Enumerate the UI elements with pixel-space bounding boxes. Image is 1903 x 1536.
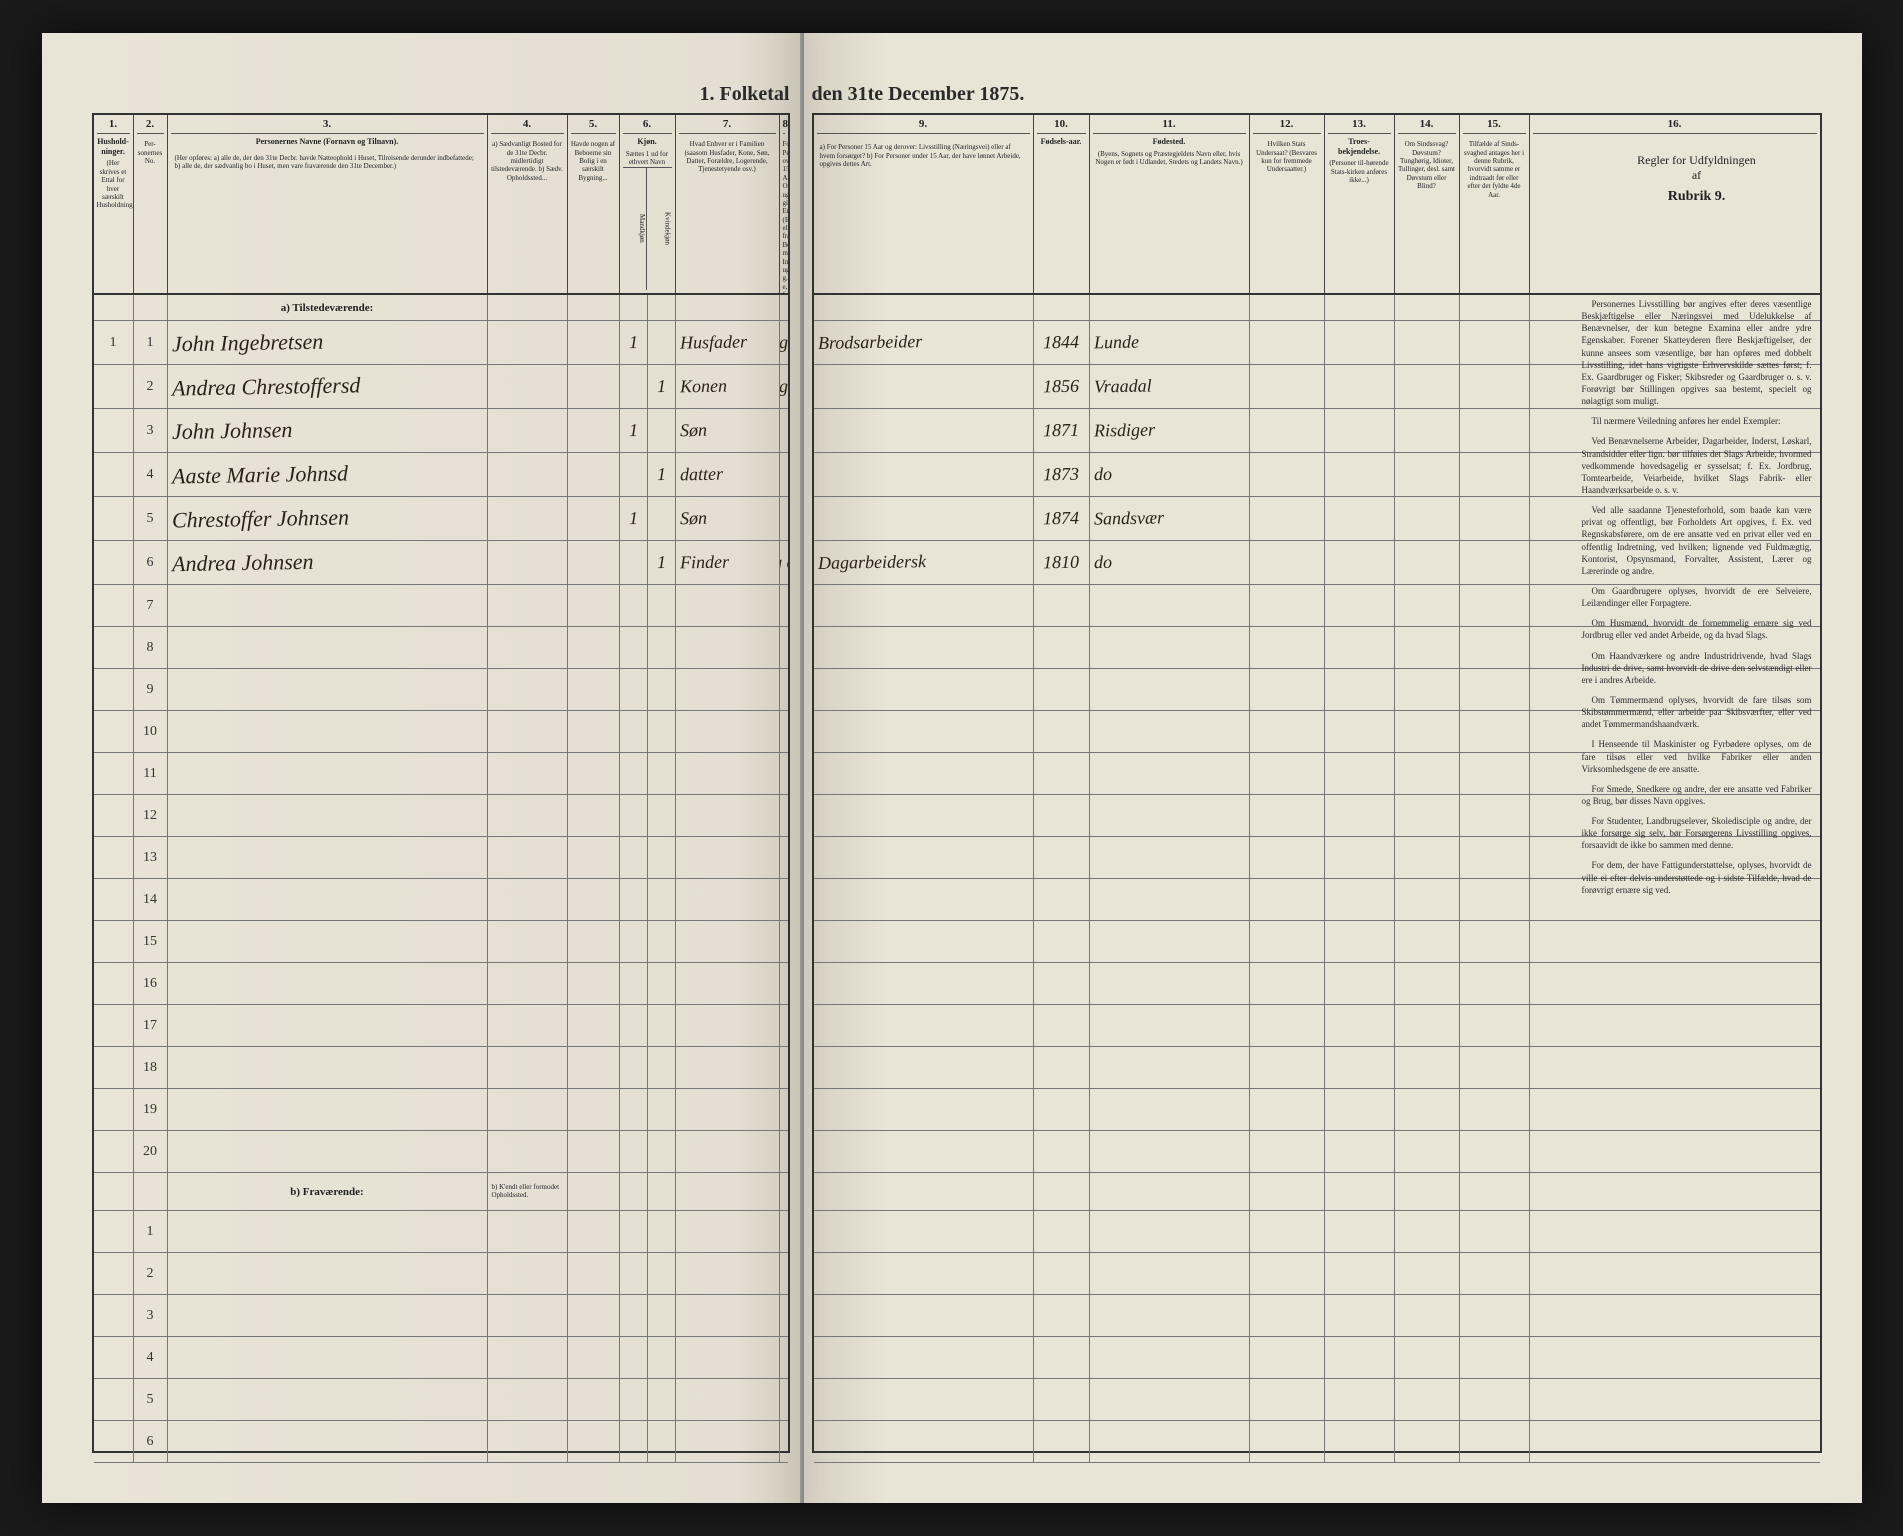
table-row: 2 <box>94 1253 788 1295</box>
page-title-right: den 31te December 1875. <box>802 83 1862 106</box>
rubrik-header: Regler for Udfyldningen af Rubrik 9. <box>1582 153 1812 205</box>
table-row: 6 Andrea Johnsen 1 Finder g e <box>94 541 788 585</box>
table-row: 11 <box>94 753 788 795</box>
page-title-left: 1. Folketal <box>42 83 800 106</box>
table-row <box>814 1047 1820 1089</box>
table-row: 3 John Johnsen 1 Søn <box>94 409 788 453</box>
table-row <box>814 1253 1820 1295</box>
table-row: 14 <box>94 879 788 921</box>
table-row: 15 <box>94 921 788 963</box>
table-row: 1 <box>94 1211 788 1253</box>
table-row: 17 <box>94 1005 788 1047</box>
table-row: 9 <box>94 669 788 711</box>
table-row: 1 1 John Ingebretsen 1 Husfader g <box>94 321 788 365</box>
instruction-paragraph: Ved Benævnelserne Arbeider, Dagarbeider,… <box>1582 435 1812 496</box>
table-left: 1.Hushold-ninger.(Her skrives et Ettal f… <box>92 113 790 1453</box>
table-row <box>814 963 1820 1005</box>
table-row: 12 <box>94 795 788 837</box>
table-row <box>814 1379 1820 1421</box>
table-row: 3 <box>94 1295 788 1337</box>
instruction-paragraph: Om Haandværkere og andre Industridrivend… <box>1582 650 1812 686</box>
census-ledger: 1. Folketal 1.Hushold-ninger.(Her skrive… <box>42 33 1862 1503</box>
instruction-paragraph: Om Husmænd, hvorvidt de fornemmelig ernæ… <box>1582 617 1812 641</box>
instruction-paragraph: Om Tømmermænd oplyses, hvorvidt de fare … <box>1582 694 1812 730</box>
table-row: 4 Aaste Marie Johnsd 1 datter <box>94 453 788 497</box>
section-a-header: a) Tilstedeværende: <box>94 295 788 321</box>
table-row: 4 <box>94 1337 788 1379</box>
table-row: 5 Chrestoffer Johnsen 1 Søn <box>94 497 788 541</box>
table-row <box>814 921 1820 963</box>
table-row: 20 <box>94 1131 788 1173</box>
book-spine <box>802 33 804 1503</box>
table-header-right: 9.a) For Personer 15 Aar og derover: Liv… <box>814 115 1820 295</box>
table-row <box>814 1337 1820 1379</box>
instruction-paragraph: Om Gaardbrugere oplyses, hvorvidt de ere… <box>1582 585 1812 609</box>
rows-section-b-left: 123456 <box>94 1211 788 1463</box>
instruction-paragraph: For Studenter, Landbrugselever, Skoledis… <box>1582 815 1812 851</box>
page-left: 1. Folketal 1.Hushold-ninger.(Her skrive… <box>42 33 802 1503</box>
table-row <box>814 1005 1820 1047</box>
table-row: 13 <box>94 837 788 879</box>
table-row: 18 <box>94 1047 788 1089</box>
rows-section-a-left: 1 1 John Ingebretsen 1 Husfader g 2 Andr… <box>94 321 788 1173</box>
rows-section-b-right <box>814 1211 1820 1463</box>
table-row <box>814 1131 1820 1173</box>
table-row: 8 <box>94 627 788 669</box>
instruction-paragraph: Til nærmere Veiledning anføres her endel… <box>1582 415 1812 427</box>
table-header-left: 1.Hushold-ninger.(Her skrives et Ettal f… <box>94 115 788 295</box>
section-b-header: b) Fraværende: b) K'endt eller formodet … <box>94 1173 788 1211</box>
instruction-paragraph: For dem, der have Fattigunderstøttelse, … <box>1582 859 1812 895</box>
table-row: 2 Andrea Chrestoffersd 1 Konen g <box>94 365 788 409</box>
table-row <box>814 1295 1820 1337</box>
table-row: 19 <box>94 1089 788 1131</box>
section-b-spacer <box>814 1173 1820 1211</box>
instruction-paragraph: I Henseende til Maskinister og Fyrbødere… <box>1582 738 1812 774</box>
instruction-paragraph: For Smede, Snedkere og andre, der ere an… <box>1582 783 1812 807</box>
rubrik-instructions: Personernes Livsstilling bør angives eft… <box>1582 298 1812 904</box>
table-row <box>814 1089 1820 1131</box>
table-row: 6 <box>94 1421 788 1463</box>
table-row: 5 <box>94 1379 788 1421</box>
table-row <box>814 1211 1820 1253</box>
table-row: 10 <box>94 711 788 753</box>
page-right: den 31te December 1875. 9.a) For Persone… <box>802 33 1862 1503</box>
instruction-paragraph: Personernes Livsstilling bør angives eft… <box>1582 298 1812 407</box>
table-row <box>814 1421 1820 1463</box>
table-row: 16 <box>94 963 788 1005</box>
instruction-paragraph: Ved alle saadanne Tjenesteforhold, som b… <box>1582 504 1812 577</box>
table-row: 7 <box>94 585 788 627</box>
